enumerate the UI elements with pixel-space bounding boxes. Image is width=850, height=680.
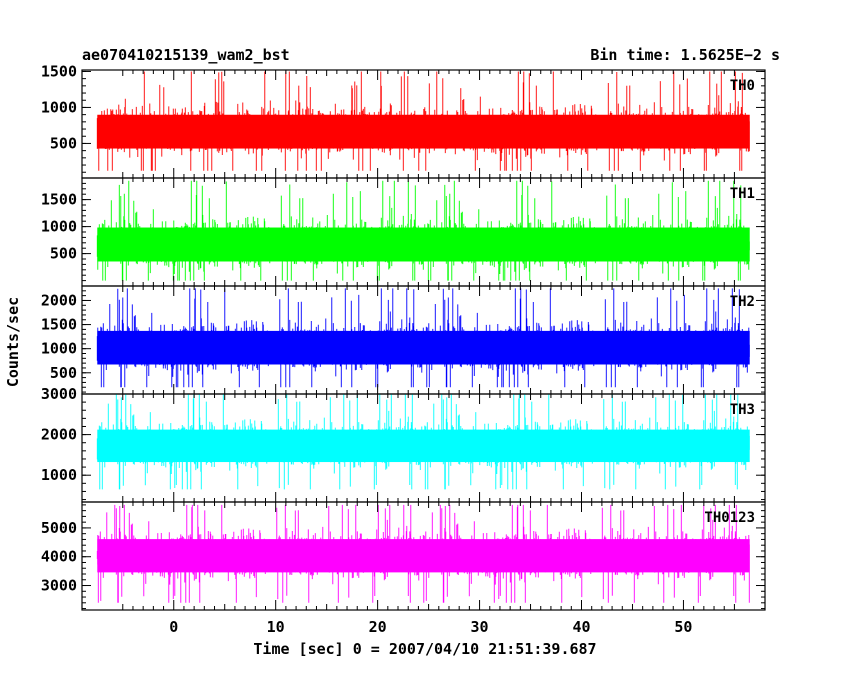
- x-tick-label: 50: [674, 618, 692, 636]
- panel-label-th1: TH1: [730, 186, 755, 202]
- plot-title: ae070410215139_wam2_bst: [82, 46, 290, 64]
- y-tick-label: 5000: [41, 519, 77, 537]
- x-tick-label: 0: [169, 618, 178, 636]
- y-tick-label: 1500: [41, 62, 77, 80]
- y-axis-label: Counts/sec: [4, 297, 22, 387]
- y-tick-label: 1000: [41, 340, 77, 358]
- panel-label-th0: TH0: [730, 78, 755, 94]
- y-tick-label: 500: [50, 245, 77, 263]
- y-tick-label: 3000: [41, 385, 77, 403]
- panel-th1: 500 1000 1500 TH1: [41, 177, 766, 287]
- panel-frame: [81, 501, 766, 611]
- x-tick-label: 30: [471, 618, 489, 636]
- y-tick-label: 2000: [41, 426, 77, 444]
- panel-th0: 500 1000 1500 TH0: [41, 62, 766, 179]
- x-axis-label: Time [sec] 0 = 2007/04/10 21:51:39.687: [253, 640, 596, 658]
- panel-th2: 500 1000 1500 2000 TH2: [41, 285, 766, 395]
- y-tick-label: 500: [50, 134, 77, 152]
- y-tick-label: 1000: [41, 218, 77, 236]
- panel-label-th2: TH2: [730, 294, 755, 310]
- y-tick-label: 2000: [41, 291, 77, 309]
- y-tick-label: 1500: [41, 316, 77, 334]
- y-tick-label: 1000: [41, 98, 77, 116]
- y-tick-label: 4000: [41, 548, 77, 566]
- panel-label-th3: TH3: [730, 402, 755, 418]
- series-line-th2: [96, 288, 750, 388]
- bin-time-label: Bin time: 1.5625E−2 s: [590, 46, 780, 64]
- panel-th0123: 3000 4000 5000 TH0123: [41, 501, 766, 611]
- series-line-th1: [96, 180, 750, 281]
- y-tick-label: 1500: [41, 191, 77, 209]
- y-tick-label: 1000: [41, 466, 77, 484]
- panel-label-th0123: TH0123: [704, 510, 755, 526]
- panel-th3: 1000 2000 3000 TH3: [41, 385, 766, 503]
- y-tick-label: 3000: [41, 577, 77, 595]
- x-tick-label: 20: [369, 618, 387, 636]
- y-tick-label: 500: [50, 364, 77, 382]
- x-tick-label: 10: [267, 618, 285, 636]
- series-line-th0123: [96, 504, 750, 603]
- x-tick-label: 40: [572, 618, 590, 636]
- series-line-th0: [96, 71, 750, 171]
- series-line-th3: [96, 394, 750, 490]
